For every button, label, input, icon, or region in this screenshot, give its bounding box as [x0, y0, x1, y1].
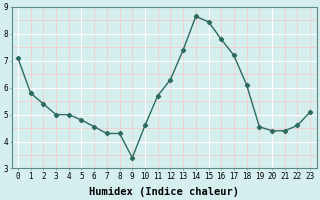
X-axis label: Humidex (Indice chaleur): Humidex (Indice chaleur): [89, 186, 239, 197]
